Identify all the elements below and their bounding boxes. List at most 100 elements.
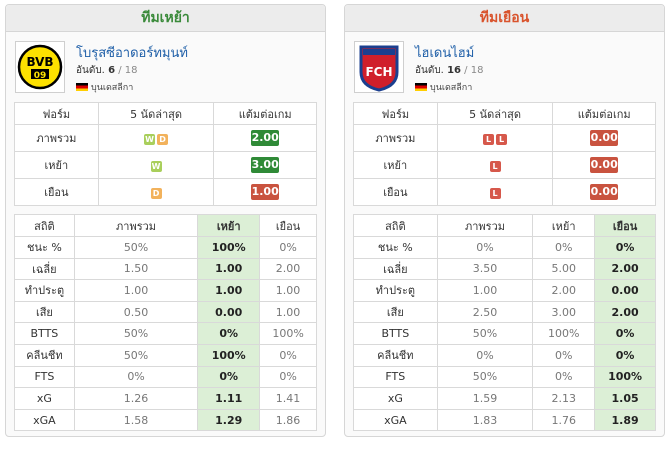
- form-result-badge[interactable]: D: [150, 187, 162, 199]
- stats-value: 0%: [259, 365, 317, 389]
- stats-row-label: FTS: [353, 365, 438, 389]
- stats-value-cell: 1.05: [594, 387, 656, 410]
- stats-value: 1.00: [73, 279, 199, 302]
- ppg-cell: 0.00: [552, 178, 656, 206]
- stats-row-label: BTTS: [14, 322, 75, 345]
- overall-header: ภาพรวม: [436, 214, 534, 237]
- form-row-label: เหย้า: [14, 151, 99, 179]
- stats-row: เฉลี่ย 1.50 1.00 2.00: [14, 257, 317, 281]
- stats-value: 1.00: [259, 300, 317, 324]
- form-results: D: [97, 178, 215, 206]
- last5-header: 5 นัดล่าสุด: [97, 102, 215, 125]
- stats-value: 0%: [532, 236, 596, 259]
- away-team-info: FCH ไฮเดนไฮม์ อันดับ. 16 / 18 บุนเดสลีกา: [354, 41, 654, 93]
- stats-value: 1.58: [73, 408, 199, 432]
- stats-value-cell: 100%: [594, 365, 656, 389]
- overall-header: ภาพรวม: [73, 214, 199, 237]
- ppg-cell: 3.00: [213, 151, 317, 179]
- germany-flag-icon: [76, 83, 88, 91]
- stats-value: 0%: [259, 236, 317, 259]
- stats-value: 1.00: [215, 283, 243, 297]
- away-team-panel: ทีมเยือน FCH ไฮเดนไฮม์ อันดับ. 16 / 18 บ…: [344, 4, 665, 437]
- stats-row: xGA 1.83 1.76 1.89: [353, 408, 656, 432]
- stats-value: 100%: [608, 370, 643, 384]
- away-header: เยือน: [259, 214, 317, 237]
- home-form-table: ฟอร์ม 5 นัดล่าสุด แต้มต่อเกม ภาพรวม W D 2.0…: [14, 102, 317, 206]
- form-result-badge[interactable]: L: [483, 133, 495, 145]
- form-result-badge[interactable]: L: [489, 160, 501, 172]
- svg-text:BVB: BVB: [26, 55, 53, 69]
- stats-value: 50%: [73, 343, 199, 367]
- away-header: เยือน: [594, 214, 656, 237]
- away-team-league: บุนเดสลีกา: [415, 80, 472, 94]
- stats-value: 5.00: [532, 257, 596, 281]
- stats-row-label: xG: [353, 387, 438, 410]
- away-team-name[interactable]: ไฮเดนไฮม์: [415, 46, 475, 61]
- germany-flag-icon: [415, 83, 427, 91]
- stats-value: 0%: [436, 343, 534, 367]
- last5-header: 5 นัดล่าสุด: [436, 102, 554, 125]
- stats-row-label: ชนะ %: [14, 236, 75, 259]
- stats-value: 0.50: [73, 300, 199, 324]
- stats-value: 0%: [532, 365, 596, 389]
- stats-value: 1.59: [436, 387, 534, 410]
- ppg-cell: 0.00: [552, 151, 656, 179]
- stats-value: 0%: [259, 343, 317, 367]
- form-result-badge[interactable]: W: [150, 160, 162, 172]
- stats-value: 1.89: [611, 413, 639, 427]
- stats-row: BTTS 50% 100% 0%: [353, 322, 656, 345]
- stats-value: 0%: [615, 348, 635, 362]
- stats-row: คลีนชีท 0% 0% 0%: [353, 343, 656, 367]
- stats-row: ทำประตู 1.00 1.00 1.00: [14, 279, 317, 302]
- stats-value: 2.00: [532, 279, 596, 302]
- stats-header: สถิติ: [353, 214, 438, 237]
- stats-value: 0%: [615, 240, 635, 254]
- form-result-badge[interactable]: W: [144, 133, 156, 145]
- stats-row: ชนะ % 50% 100% 0%: [14, 236, 317, 259]
- stats-value: 50%: [73, 322, 199, 345]
- ppg-cell: 0.00: [552, 124, 656, 152]
- form-result-badge[interactable]: L: [496, 133, 508, 145]
- stats-row: เสีย 0.50 0.00 1.00: [14, 300, 317, 324]
- stats-value-cell: 1.00: [197, 257, 261, 281]
- ppg-badge: 0.00: [590, 157, 619, 173]
- form-row: ภาพรวม W D 2.00: [14, 124, 317, 152]
- form-header: ฟอร์ม: [14, 102, 99, 125]
- stats-value: 1.00: [215, 262, 243, 276]
- stats-row-label: เฉลี่ย: [353, 257, 438, 281]
- form-header: ฟอร์ม: [353, 102, 438, 125]
- form-result-badge[interactable]: D: [157, 133, 169, 145]
- form-row-label: ภาพรวม: [14, 124, 99, 152]
- stats-row-label: คลีนชีท: [353, 343, 438, 367]
- stats-row-label: xGA: [353, 408, 438, 432]
- stats-value: 0%: [219, 370, 239, 384]
- stats-value-cell: 0%: [594, 322, 656, 345]
- stats-row-label: ชนะ %: [353, 236, 438, 259]
- form-result-badge[interactable]: L: [489, 187, 501, 199]
- home-team-panel: ทีมเหย้า BVB 09 โบรุสซีอาดอร์ทมุนท์ อันด…: [5, 4, 326, 437]
- home-header: เหย้า: [197, 214, 261, 237]
- stats-value: 1.50: [73, 257, 199, 281]
- stats-value: 2.50: [436, 300, 534, 324]
- form-row-label: เหย้า: [353, 151, 438, 179]
- stats-value: 2.00: [259, 257, 317, 281]
- ppg-cell: 2.00: [213, 124, 317, 152]
- stats-value: 50%: [436, 365, 534, 389]
- stats-value: 0.00: [215, 305, 243, 319]
- form-row: เหย้า W 3.00: [14, 151, 317, 179]
- stats-value: 1.05: [611, 391, 639, 405]
- form-row: เยือน D 1.00: [14, 178, 317, 206]
- heidenheim-logo: FCH: [354, 41, 404, 93]
- stats-row: เฉลี่ย 3.50 5.00 2.00: [353, 257, 656, 281]
- stats-value-cell: 0%: [197, 365, 261, 389]
- form-results: L: [436, 178, 554, 206]
- stats-value-cell: 2.00: [594, 300, 656, 324]
- ppg-badge: 2.00: [251, 130, 280, 146]
- stats-value: 1.26: [73, 387, 199, 410]
- stats-value: 3.50: [436, 257, 534, 281]
- stats-value: 2.13: [532, 387, 596, 410]
- home-team-info: BVB 09 โบรุสซีอาดอร์ทมุนท์ อันดับ. 6 / 1…: [15, 41, 315, 93]
- form-row-label: ภาพรวม: [353, 124, 438, 152]
- home-team-name[interactable]: โบรุสซีอาดอร์ทมุนท์: [76, 46, 188, 61]
- stats-row-label: เฉลี่ย: [14, 257, 75, 281]
